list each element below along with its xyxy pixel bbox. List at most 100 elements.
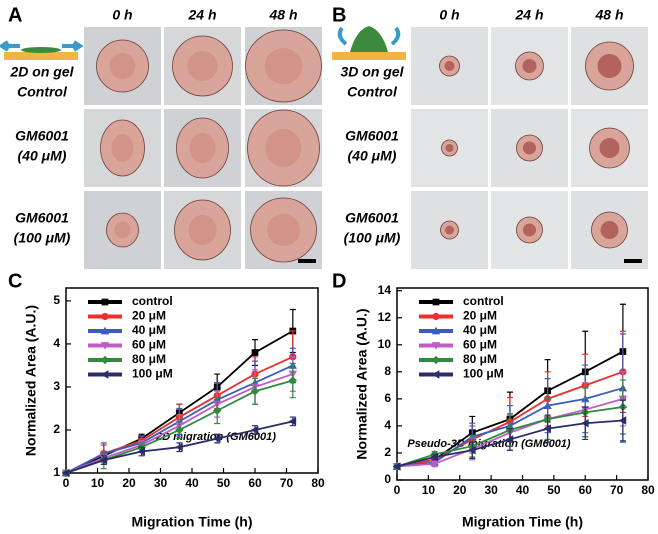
data-point	[175, 442, 183, 452]
row-label: Control	[17, 84, 68, 100]
x-tick-label: 40	[516, 483, 530, 497]
legend-label: 20 μM	[463, 309, 497, 323]
y-tick-label: 6	[384, 391, 391, 405]
data-point	[251, 349, 259, 356]
legend-marker	[101, 298, 109, 306]
y-tick-label: 3	[53, 379, 60, 393]
scale-bar	[624, 259, 642, 263]
row-label: GM6001	[345, 210, 399, 226]
legend-label: 60 μM	[132, 338, 166, 352]
y-tick-label: 2	[384, 445, 391, 459]
column-header: 48 h	[268, 7, 297, 23]
x-tick-label: 60	[579, 483, 593, 497]
y-tick-label: 1	[53, 465, 60, 479]
x-tick-label: 40	[185, 476, 199, 490]
legend-label: control	[132, 294, 173, 308]
x-tick-label: 0	[63, 476, 70, 490]
cluster-core	[597, 54, 622, 78]
annotation: 2D migration (GM6001)	[155, 431, 276, 443]
data-point	[392, 462, 401, 471]
legend-marker	[100, 370, 109, 379]
cluster-core	[522, 59, 537, 73]
data-point	[618, 416, 627, 425]
data-point	[213, 406, 222, 415]
panel-letter: B	[332, 4, 346, 26]
legend-marker	[432, 312, 440, 321]
y-tick-label: 5	[53, 293, 60, 307]
y-tick-label: 12	[378, 310, 392, 324]
y-tick-label: 0	[384, 472, 391, 486]
column-header: 48 h	[594, 7, 623, 23]
row-label: (40 μM)	[348, 148, 397, 164]
legend-marker	[431, 355, 441, 365]
cluster-core	[187, 51, 218, 81]
data-point	[250, 425, 259, 435]
cluster-core	[189, 133, 216, 163]
row-label: GM6001	[15, 128, 69, 144]
legend-label: 60 μM	[463, 338, 497, 352]
annotation: Pseudo-3D migration (GM6001)	[407, 438, 571, 450]
row-label: 3D on gel	[340, 64, 404, 80]
panel-letter: C	[8, 270, 22, 292]
legend-marker	[100, 355, 110, 365]
cluster-core	[444, 61, 455, 71]
row-label: Control	[347, 84, 398, 100]
y-tick-label: 8	[384, 364, 391, 378]
row-label: (100 μM)	[14, 230, 71, 246]
cluster-core	[599, 138, 620, 158]
x-axis-label: Migration Time (h)	[131, 514, 252, 530]
data-point	[505, 435, 514, 444]
x-tick-label: 0	[394, 483, 401, 497]
cluster-core	[445, 144, 454, 152]
data-point	[543, 424, 551, 433]
cluster-core	[523, 141, 536, 155]
panel-letter: D	[332, 270, 346, 292]
legend-marker	[431, 326, 441, 335]
row-label: (40 μM)	[18, 148, 67, 164]
column-header: 24 h	[514, 7, 543, 23]
legend-marker	[431, 342, 441, 350]
legend-label: 80 μM	[132, 352, 166, 366]
cluster-core	[264, 48, 303, 84]
y-tick-label: 4	[384, 418, 391, 432]
column-header: 24 h	[187, 7, 216, 23]
icon-3d	[332, 26, 406, 60]
y-tick-label: 14	[378, 283, 392, 297]
data-point	[581, 419, 589, 428]
row-label: 2D on gel	[9, 64, 74, 80]
legend-marker	[432, 298, 440, 306]
cluster-core	[267, 214, 300, 246]
column-header: 0 h	[112, 7, 132, 23]
panel-letter: A	[8, 4, 22, 26]
scale-bar	[298, 259, 316, 263]
column-header: 0 h	[439, 7, 459, 23]
icon-2d	[0, 40, 84, 60]
data-point	[430, 460, 439, 468]
data-point	[288, 417, 297, 426]
cluster-core	[523, 223, 536, 237]
cluster-core	[114, 221, 131, 239]
x-tick-label: 10	[422, 483, 436, 497]
legend-marker	[431, 370, 440, 379]
x-tick-label: 20	[453, 483, 467, 497]
cluster-core	[111, 134, 134, 162]
cluster-core	[265, 129, 302, 167]
legend-label: control	[463, 294, 504, 308]
row-label: (100 μM)	[344, 230, 401, 246]
y-tick-label: 2	[53, 422, 60, 436]
data-point	[430, 452, 439, 462]
cluster-core	[445, 225, 454, 235]
legend-label: 40 μM	[132, 323, 166, 337]
cluster-core	[188, 215, 217, 245]
data-point	[61, 468, 70, 478]
cluster-core	[109, 53, 136, 79]
data-point	[250, 387, 260, 396]
legend-marker	[100, 342, 110, 350]
x-tick-label: 30	[484, 483, 498, 497]
data-point	[175, 425, 184, 435]
y-axis-label: Normalized Area (A.U.)	[23, 305, 39, 456]
y-axis-label: Normalized Area (A.U.)	[354, 308, 370, 459]
x-tick-label: 30	[154, 476, 168, 490]
y-tick-label: 4	[53, 336, 60, 350]
